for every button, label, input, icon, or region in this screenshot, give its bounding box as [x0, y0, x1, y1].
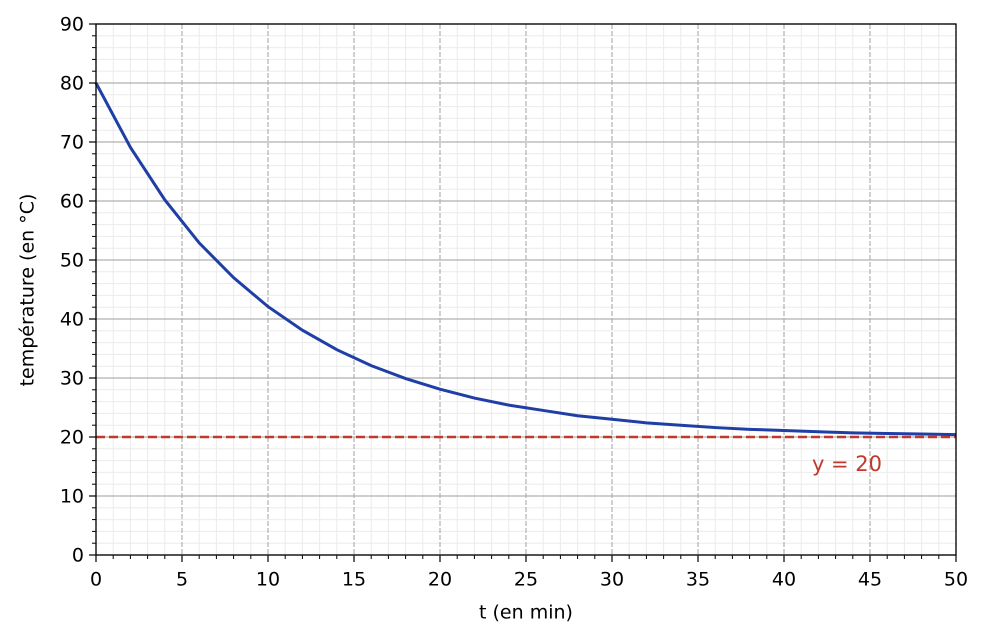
x-tick-label: 0	[90, 569, 102, 591]
line	[94, 82, 957, 437]
x-tick-label: 10	[256, 569, 280, 591]
plot-frame	[95, 23, 957, 556]
x-tick-label: 5	[176, 569, 188, 591]
x-axis-label: t (en min)	[479, 602, 573, 624]
reference-label: y = 20	[812, 452, 882, 476]
y-tick-label: 90	[60, 14, 84, 36]
x-tick-label: 50	[944, 569, 968, 591]
x-tick-label: 20	[428, 569, 452, 591]
y-tick-label: 60	[60, 191, 84, 213]
x-tick-label: 25	[514, 569, 538, 591]
y-tick-label: 0	[72, 545, 84, 567]
x-tick-label: 35	[686, 569, 710, 591]
y-tick-label: 30	[60, 368, 84, 390]
y-tick-label: 40	[60, 309, 84, 331]
y-tick-label: 20	[60, 427, 84, 449]
y-tick-label: 80	[60, 73, 84, 95]
x-tick-label: 45	[858, 569, 882, 591]
y-tick-label: 10	[60, 486, 84, 508]
y-axis-label: température (en °C)	[17, 194, 39, 387]
y-tick-label: 70	[60, 132, 84, 154]
y-tick-label: 50	[60, 250, 84, 272]
x-tick-label: 40	[772, 569, 796, 591]
x-tick-label: 15	[342, 569, 366, 591]
x-tick-label: 30	[600, 569, 624, 591]
